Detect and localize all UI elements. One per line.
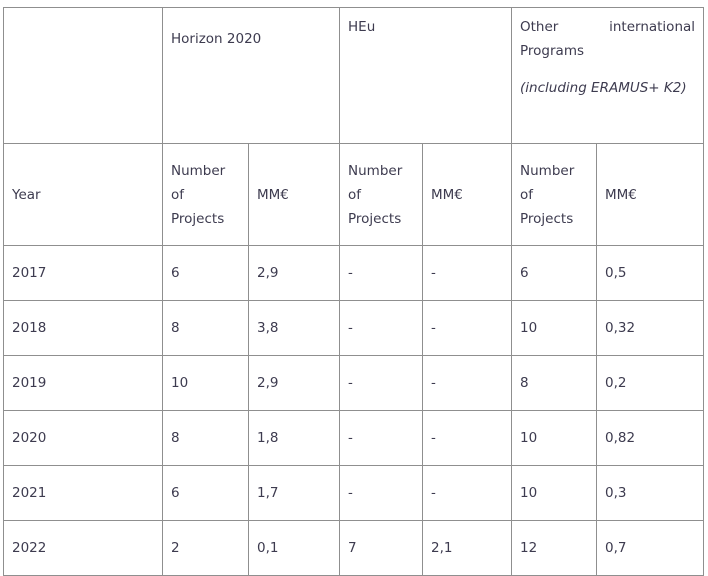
heu-header: HEu (339, 7, 513, 144)
other-number-cell: 8 (511, 355, 598, 411)
year-cell: 2019 (3, 355, 163, 411)
horizon-number-cell: 8 (162, 300, 249, 356)
other-programs-line1: Other international (520, 15, 695, 39)
heu-number-cell: - (339, 245, 424, 301)
other-mm-cell: 0,3 (596, 465, 705, 521)
other-mm-cell: 0,32 (596, 300, 705, 356)
other-mm-cell: 0,2 (596, 355, 705, 411)
heu-number-cell: - (339, 300, 424, 356)
number-word: Number (171, 162, 226, 179)
heu-number-cell: 7 (339, 520, 424, 576)
horizon-2020-header: Horizon 2020 (161, 7, 341, 144)
horizon-mm-cell: 0,1 (247, 520, 341, 576)
horizon-number-cell: 8 (162, 410, 249, 466)
heu-mm-cell: 2,1 (422, 520, 513, 576)
projects-word: Projects (520, 210, 574, 227)
horizon-mm-cell: 2,9 (247, 355, 341, 411)
other-programs-note: (including ERAMUS+ K2) (520, 80, 687, 96)
other-mm-cell: 0,7 (596, 520, 705, 576)
horizon-number-cell: 2 (162, 520, 249, 576)
heu-mm-cell: - (422, 465, 513, 521)
horizon-mm-cell: 1,7 (247, 465, 341, 521)
horizon-2020-label: Horizon 2020 (171, 31, 262, 47)
number-word: Number (348, 162, 403, 179)
table-row: 2021 6 1,7 - - 10 0,3 (3, 465, 705, 521)
of-word: of (520, 186, 534, 203)
year-header: Year (3, 143, 163, 246)
horizon-number-cell: 6 (162, 245, 249, 301)
other-word: Other (520, 19, 559, 35)
table-row: 2017 6 2,9 - - 6 0,5 (3, 245, 705, 301)
horizon-number-cell: 10 (162, 355, 249, 411)
projects-word: Projects (171, 210, 225, 227)
year-cell: 2021 (3, 465, 163, 521)
funding-table: Horizon 2020 HEu Other international Pro… (3, 7, 705, 576)
heu-number-header: Number of Projects (339, 143, 424, 246)
other-mm-cell: 0,5 (596, 245, 705, 301)
horizon-mm-cell: 2,9 (247, 245, 341, 301)
year-cell: 2017 (3, 245, 163, 301)
column-header-row: Year Number of Projects MM€ Number of Pr… (3, 143, 705, 246)
group-header-row: Horizon 2020 HEu Other international Pro… (3, 7, 705, 144)
of-word: of (171, 186, 185, 203)
heu-mm-cell: - (422, 355, 513, 411)
heu-mm-cell: - (422, 410, 513, 466)
table-row: 2019 10 2,9 - - 8 0,2 (3, 355, 705, 411)
year-cell: 2022 (3, 520, 163, 576)
other-number-cell: 10 (511, 410, 598, 466)
number-word: Number (520, 162, 575, 179)
other-programs-header: Other international Programs (including … (511, 7, 705, 144)
heu-mm-cell: - (422, 245, 513, 301)
table-row: 2018 8 3,8 - - 10 0,32 (3, 300, 705, 356)
table-row: 2022 2 0,1 7 2,1 12 0,7 (3, 520, 705, 576)
horizon-number-header: Number of Projects (162, 143, 249, 246)
heu-number-cell: - (339, 465, 424, 521)
international-word: international (609, 19, 696, 35)
other-number-header: Number of Projects (511, 143, 598, 246)
other-number-cell: 10 (511, 465, 598, 521)
of-word: of (348, 186, 362, 203)
other-number-cell: 6 (511, 245, 598, 301)
other-number-cell: 12 (511, 520, 598, 576)
heu-label: HEu (348, 19, 376, 35)
heu-mm-cell: - (422, 300, 513, 356)
heu-number-cell: - (339, 355, 424, 411)
table-row: 2020 8 1,8 - - 10 0,82 (3, 410, 705, 466)
other-mm-cell: 0,82 (596, 410, 705, 466)
other-number-cell: 10 (511, 300, 598, 356)
year-cell: 2018 (3, 300, 163, 356)
projects-word: Projects (348, 210, 402, 227)
year-cell: 2020 (3, 410, 163, 466)
empty-corner-cell (3, 7, 163, 144)
heu-mm-header: MM€ (422, 143, 513, 246)
horizon-mm-cell: 3,8 (247, 300, 341, 356)
heu-number-cell: - (339, 410, 424, 466)
horizon-mm-cell: 1,8 (247, 410, 341, 466)
horizon-number-cell: 6 (162, 465, 249, 521)
other-mm-header: MM€ (596, 143, 705, 246)
horizon-mm-header: MM€ (247, 143, 341, 246)
programs-word: Programs (520, 43, 585, 59)
